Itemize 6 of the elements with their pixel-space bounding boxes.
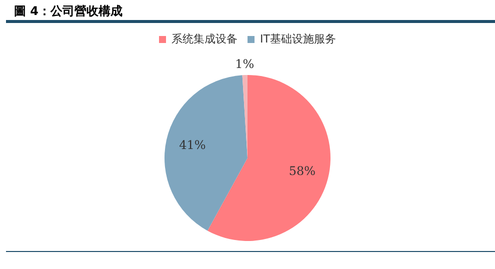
legend-label: IT基础设施服务	[260, 32, 336, 46]
data-label: 58%	[288, 164, 316, 178]
data-label: 1%	[235, 57, 254, 72]
data-label: 41%	[179, 138, 206, 152]
chart-title: 圖 4：公司營收構成	[14, 3, 123, 20]
legend-label: 系统集成设备	[172, 32, 238, 46]
